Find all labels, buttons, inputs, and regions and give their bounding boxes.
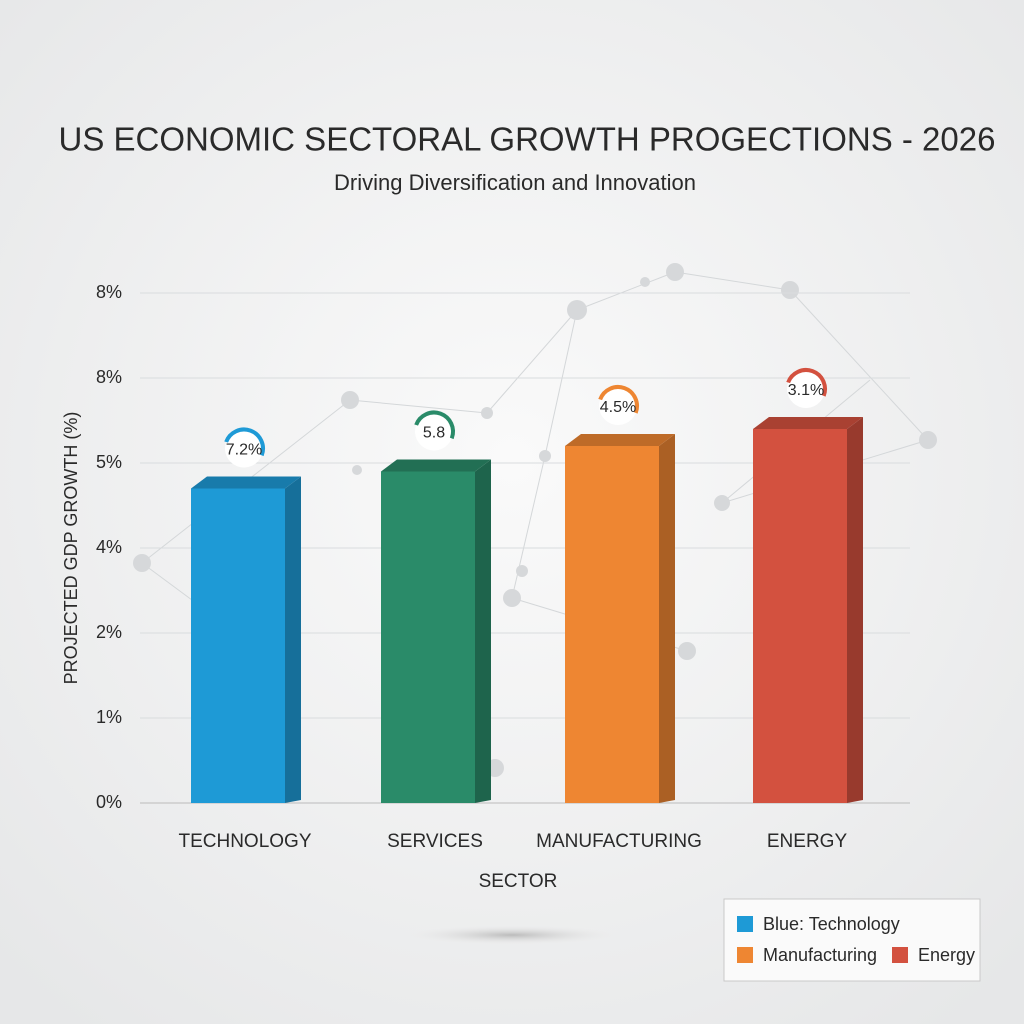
x-tick-label: MANUFACTURING: [536, 831, 702, 852]
legend-swatch: [737, 916, 753, 932]
y-tick-label: 2%: [96, 622, 122, 642]
chart-subtitle: Driving Diversification and Innovation: [334, 170, 696, 195]
bar-side: [285, 476, 301, 803]
legend-swatch: [892, 947, 908, 963]
bar-top: [381, 459, 491, 472]
y-tick-label: 0%: [96, 792, 122, 812]
annotation-badge: [597, 385, 639, 427]
y-tick-label: 1%: [96, 707, 122, 727]
bar: [753, 429, 847, 803]
bar: [191, 488, 285, 803]
chart-title: US ECONOMIC SECTORAL GROWTH PROGECTIONS …: [59, 121, 996, 158]
annotation-badge: [785, 368, 827, 410]
annotation-badge: [413, 410, 456, 453]
bar-top: [191, 476, 301, 489]
bar: [381, 471, 475, 803]
x-tick-label: TECHNOLOGY: [178, 831, 311, 852]
annotation: 7.2%: [226, 442, 262, 459]
x-tick-label: SERVICES: [387, 831, 483, 852]
legend-swatch: [737, 947, 753, 963]
bar-side: [659, 434, 675, 803]
bar-top: [565, 434, 675, 446]
annotation: 3.1%: [788, 382, 824, 399]
annotation: 4.5%: [600, 399, 636, 416]
y-tick-label: 8%: [96, 282, 122, 302]
y-tick-label: 4%: [96, 537, 122, 557]
bar-top: [753, 417, 863, 429]
x-tick-label: ENERGY: [767, 831, 848, 852]
floor-shadow: [402, 925, 622, 945]
y-tick-label: 5%: [96, 452, 122, 472]
legend-label: Energy: [918, 945, 975, 965]
bar: [565, 446, 659, 803]
legend: Blue: Technology Manufacturing Energy: [723, 898, 981, 982]
annotation-badge: [223, 427, 265, 470]
bar-side: [847, 417, 863, 803]
annotation: 5.8: [423, 425, 445, 442]
legend-box: [723, 898, 981, 982]
bar-side: [475, 459, 491, 803]
y-tick-label: 8%: [96, 367, 122, 387]
y-axis-title: PROJECTED GDP GROWTH (%): [61, 412, 81, 685]
legend-label: Manufacturing: [763, 945, 877, 965]
legend-label: Blue: Technology: [763, 914, 900, 934]
x-axis-title: SECTOR: [479, 871, 558, 892]
